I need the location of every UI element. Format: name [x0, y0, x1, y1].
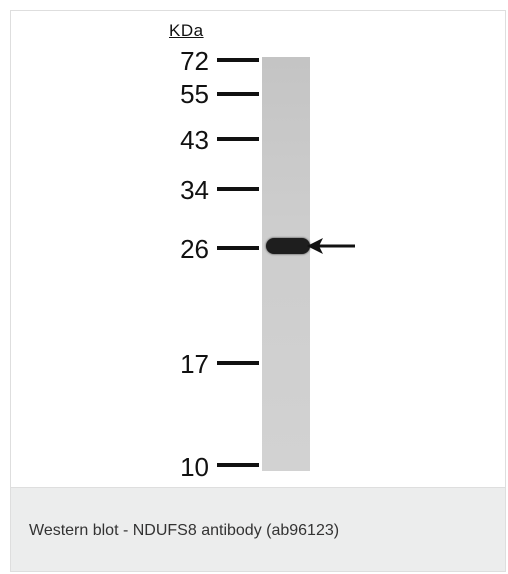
western-blot-image: KDa 72 55 43 34 26 17 10 — [11, 11, 505, 487]
figure-caption: Western blot - NDUFS8 antibody (ab96123) — [29, 522, 340, 539]
marker-label-43: 43 — [180, 125, 209, 155]
figure-card: KDa 72 55 43 34 26 17 10 Western blot - … — [10, 10, 506, 572]
marker-label-26: 26 — [180, 234, 209, 264]
marker-line-34 — [217, 187, 259, 191]
marker-line-10 — [217, 463, 259, 467]
marker-label-34: 34 — [180, 175, 209, 205]
sample-lane — [262, 57, 310, 471]
arrow-left-icon — [307, 238, 355, 254]
marker-line-72 — [217, 58, 259, 62]
unit-label: KDa — [169, 21, 204, 40]
caption-bar: Western blot - NDUFS8 antibody (ab96123) — [11, 487, 505, 571]
marker-label-72: 72 — [180, 46, 209, 76]
marker-label-10: 10 — [180, 452, 209, 482]
marker-label-17: 17 — [180, 349, 209, 379]
marker-line-26 — [217, 246, 259, 250]
marker-label-55: 55 — [180, 79, 209, 109]
protein-band — [266, 238, 310, 254]
marker-line-55 — [217, 92, 259, 96]
marker-line-17 — [217, 361, 259, 365]
marker-line-43 — [217, 137, 259, 141]
